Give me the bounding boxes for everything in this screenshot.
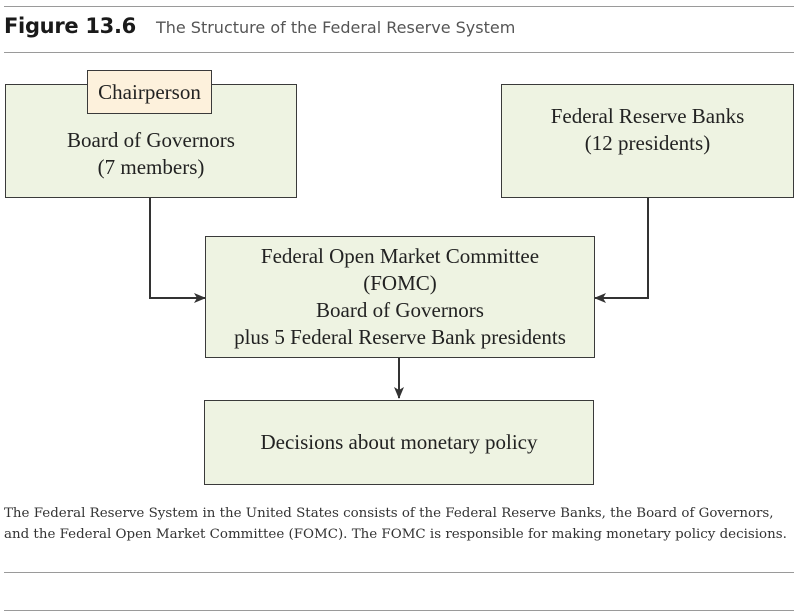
header-rule bbox=[4, 52, 794, 53]
fomc-board: Board of Governors bbox=[316, 298, 484, 322]
top-rule bbox=[4, 6, 794, 7]
chairperson-box: Chairperson bbox=[87, 70, 212, 114]
figure-caption: The Federal Reserve System in the United… bbox=[4, 506, 787, 542]
decisions-label: Decisions about monetary policy bbox=[260, 430, 538, 454]
decisions-box: Decisions about monetary policy bbox=[204, 400, 594, 485]
board-of-governors-box: Board of Governors (7 members) bbox=[5, 84, 297, 198]
banks-presidents: (12 presidents) bbox=[584, 131, 711, 155]
figure-label: Figure 13.6 bbox=[4, 14, 136, 38]
fomc-title: Federal Open Market Committee bbox=[260, 244, 540, 268]
figure-title: The Structure of the Federal Reserve Sys… bbox=[155, 18, 516, 37]
board-to-fomc-arrow bbox=[149, 197, 206, 303]
board-members: (7 members) bbox=[97, 155, 205, 179]
fomc-box: Federal Open Market Committee (FOMC) Boa… bbox=[205, 236, 595, 358]
fomc-abbrev: (FOMC) bbox=[363, 271, 437, 295]
chairperson-label: Chairperson bbox=[98, 79, 201, 104]
bottom-rule bbox=[4, 610, 794, 611]
caption-rule bbox=[4, 572, 794, 573]
banks-title: Federal Reserve Banks bbox=[550, 104, 745, 128]
figure-header: Figure 13.6 The Structure of the Federal… bbox=[4, 14, 515, 44]
fomc-presidents: plus 5 Federal Reserve Bank presidents bbox=[234, 325, 566, 349]
federal-reserve-banks-box: Federal Reserve Banks (12 presidents) bbox=[501, 84, 794, 198]
board-title: Board of Governors bbox=[67, 128, 235, 152]
banks-to-fomc-arrow bbox=[594, 197, 649, 303]
